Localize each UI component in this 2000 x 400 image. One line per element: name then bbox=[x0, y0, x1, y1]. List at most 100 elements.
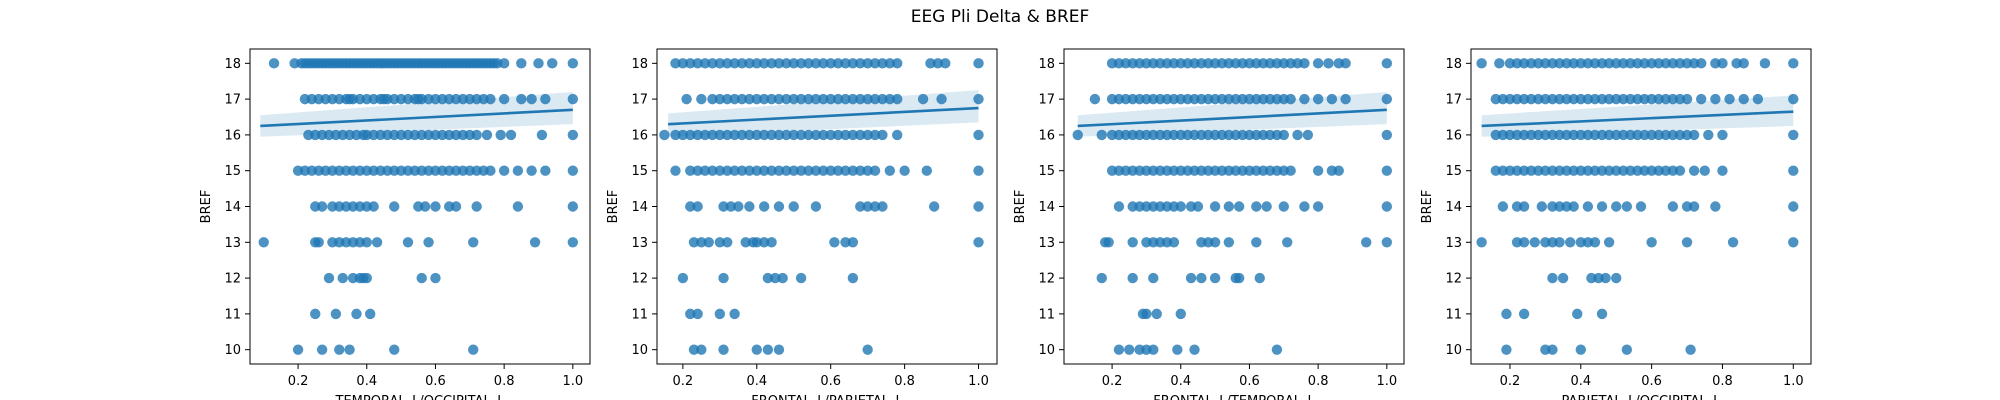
scatter-point bbox=[368, 201, 379, 212]
scatter-point bbox=[744, 129, 755, 141]
y-tick-label: 11 bbox=[224, 307, 241, 322]
x-axis-label: TEMPORAL_L/OCCIPITAL_L bbox=[335, 394, 506, 400]
scatter-point bbox=[840, 58, 851, 69]
scatter-point bbox=[536, 129, 548, 141]
scatter-point bbox=[1788, 201, 1799, 212]
scatter-point bbox=[1323, 58, 1334, 69]
scatter-point bbox=[1696, 58, 1707, 69]
scatter-point bbox=[1688, 129, 1700, 141]
scatter-point bbox=[1681, 237, 1693, 248]
scatter-point bbox=[1557, 272, 1569, 284]
scatter-point bbox=[258, 237, 269, 248]
scatter-point bbox=[1710, 93, 1721, 105]
scatter-point bbox=[707, 129, 718, 141]
y-axis-label: BREF bbox=[1013, 190, 1028, 224]
scatter-point bbox=[1278, 129, 1289, 141]
scatter-point bbox=[498, 58, 510, 69]
scatter-point bbox=[1096, 129, 1107, 141]
scatter-point bbox=[1710, 201, 1721, 212]
scatter-point bbox=[766, 237, 777, 248]
scatter-point bbox=[862, 201, 873, 212]
y-tick-label: 12 bbox=[631, 272, 648, 287]
scatter-point bbox=[547, 58, 558, 69]
scatter-point bbox=[1717, 129, 1728, 141]
x-tick-label: 0.6 bbox=[820, 374, 841, 389]
scatter-point bbox=[1312, 201, 1324, 212]
scatter-point bbox=[877, 93, 888, 105]
scatter-point bbox=[892, 129, 903, 141]
scatter-point bbox=[707, 58, 718, 69]
scatter-point bbox=[1285, 93, 1296, 105]
scatter-point bbox=[1381, 129, 1393, 141]
scatter-point bbox=[884, 165, 896, 176]
scatter-point bbox=[714, 308, 726, 320]
scatter-point bbox=[1476, 58, 1487, 69]
scatter-point bbox=[832, 93, 844, 105]
scatter-point bbox=[1381, 237, 1393, 248]
y-tick-label: 11 bbox=[631, 307, 648, 322]
scatter-point bbox=[1568, 201, 1579, 212]
scatter-point bbox=[1326, 93, 1338, 105]
scatter-point bbox=[877, 129, 888, 141]
scatter-point bbox=[1223, 201, 1235, 212]
confidence-band bbox=[1481, 95, 1794, 137]
y-tick-label: 10 bbox=[1038, 343, 1055, 358]
scatter-point bbox=[840, 165, 851, 176]
scatter-point bbox=[840, 129, 851, 141]
scatter-point bbox=[773, 58, 785, 69]
scatter-point bbox=[468, 237, 479, 248]
scatter-point bbox=[365, 308, 376, 320]
x-tick-label: 0.2 bbox=[1500, 374, 1521, 389]
scatter-point bbox=[818, 93, 829, 105]
scatter-point bbox=[1271, 344, 1283, 355]
x-tick-label: 0.6 bbox=[1641, 374, 1662, 389]
scatter-point bbox=[688, 237, 700, 248]
scatter-point bbox=[892, 93, 903, 105]
y-tick-label: 13 bbox=[1038, 236, 1055, 251]
regression-line bbox=[668, 106, 979, 126]
scatter-point bbox=[313, 237, 324, 248]
scatter-point bbox=[1333, 165, 1344, 176]
scatter-point bbox=[718, 344, 729, 355]
scatter-point bbox=[773, 201, 785, 212]
scatter-point bbox=[832, 165, 844, 176]
scatter-point bbox=[471, 129, 482, 141]
x-axis-label: FRONTAL_L/PARIETAL_L bbox=[751, 394, 903, 400]
scatter-point bbox=[1175, 308, 1186, 320]
scatter-point bbox=[855, 58, 866, 69]
y-tick-label: 15 bbox=[631, 164, 648, 179]
y-tick-label: 18 bbox=[1038, 57, 1055, 72]
scatter-point bbox=[567, 58, 579, 69]
scatter-point bbox=[744, 58, 755, 69]
scatter-point bbox=[1582, 201, 1594, 212]
y-tick-label: 14 bbox=[631, 200, 648, 215]
scatter-point bbox=[1646, 237, 1657, 248]
scatter-point bbox=[803, 165, 814, 176]
scatter-point bbox=[825, 93, 836, 105]
scatter-point bbox=[1603, 237, 1615, 248]
scatter-point bbox=[707, 165, 718, 176]
y-tick-label: 14 bbox=[224, 200, 241, 215]
scatter-point bbox=[512, 165, 524, 176]
scatter-point bbox=[310, 308, 321, 320]
scatter-point bbox=[423, 237, 434, 248]
regression-line bbox=[260, 108, 573, 128]
scatter-point bbox=[1096, 272, 1107, 284]
scatter-point bbox=[718, 272, 729, 284]
scatter-point bbox=[758, 58, 770, 69]
scatter-point bbox=[869, 165, 881, 176]
scatter-point bbox=[1717, 165, 1728, 176]
scatter-point bbox=[740, 237, 751, 248]
scatter-point bbox=[1089, 93, 1101, 105]
scatter-point bbox=[736, 93, 748, 105]
scatter-point bbox=[677, 129, 689, 141]
scatter-point bbox=[371, 237, 383, 248]
scatter-point bbox=[1141, 308, 1152, 320]
scatter-point bbox=[685, 129, 696, 141]
scatter-point bbox=[1381, 93, 1393, 105]
scatter-point bbox=[1788, 165, 1799, 176]
scatter-point bbox=[1501, 308, 1512, 320]
scatter-point bbox=[1233, 201, 1245, 212]
scatter-point bbox=[1738, 58, 1749, 69]
scatter-point bbox=[1261, 201, 1272, 212]
